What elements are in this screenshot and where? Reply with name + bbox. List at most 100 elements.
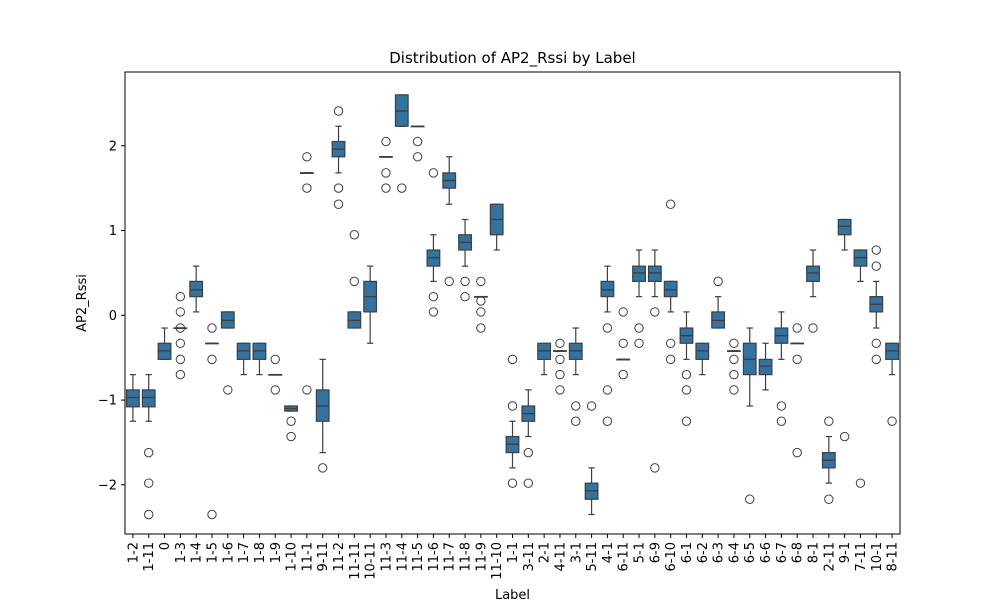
box-11-2 (331, 106, 346, 209)
outlier-point (460, 291, 470, 302)
x-tick-label: 2-1 (538, 542, 553, 563)
x-tick-label: 6-1 (680, 542, 695, 563)
x-tick-label: 9-11 (316, 542, 331, 572)
box-4-1 (600, 265, 615, 426)
x-tick-label: 4-11 (553, 542, 568, 572)
outlier-point (175, 291, 186, 302)
outlier-point (507, 478, 518, 488)
x-tick-label: 3-1 (569, 542, 584, 563)
outlier-point (871, 245, 881, 255)
box-3-1 (568, 327, 583, 426)
outlier-point (318, 463, 328, 473)
outlier-point (349, 230, 360, 240)
outlier-point (887, 416, 897, 426)
outlier-point (523, 478, 534, 488)
outlier-point (745, 494, 755, 504)
box-6-7 (774, 311, 789, 426)
box-6-6 (758, 342, 773, 391)
outlier-point (333, 183, 344, 193)
outlier-point (270, 354, 280, 365)
box-body (663, 280, 678, 298)
box-6-2 (695, 342, 710, 376)
outlier-point (286, 431, 296, 442)
x-tick-label: 10-1 (870, 542, 885, 572)
outlier-point (618, 307, 628, 317)
x-tick-label: 10-11 (364, 542, 379, 580)
outlier-point (175, 369, 186, 380)
x-tick-label: 11-1 (300, 542, 315, 572)
outlier-point (286, 416, 296, 426)
outlier-point (333, 199, 344, 209)
boxes-layer (125, 94, 900, 520)
x-tick-label: 6-6 (759, 542, 774, 563)
x-tick-label: 11-6 (427, 542, 442, 572)
box-body (837, 218, 852, 236)
x-tick-label: 6-2 (696, 542, 711, 563)
box-1-10 (284, 405, 298, 442)
x-axis: 1-2 1-11 0 1-3 1-4 1-5 1-6 1-7 1-8 1-9 1-10 11-1 9-1… (126, 534, 901, 580)
x-tick-label: 11-10 (490, 542, 505, 580)
box-9-1 (837, 218, 852, 442)
outlier-point (428, 291, 439, 302)
outlier-point (460, 276, 470, 287)
box-1-1 (505, 354, 520, 488)
box-1-4 (189, 265, 204, 313)
outlier-point (729, 385, 739, 395)
box-6-9 (647, 249, 662, 473)
outlier-point (144, 447, 154, 458)
outlier-point (871, 261, 881, 271)
box-body (647, 265, 662, 282)
box-11-5 (410, 125, 425, 162)
x-tick-label: 11-2 (332, 542, 347, 572)
x-tick-label: 1-11 (142, 542, 157, 572)
box-11-8 (458, 218, 472, 302)
outlier-point (634, 323, 644, 333)
outlier-point (871, 338, 881, 348)
x-axis-label: Label (495, 588, 530, 600)
outlier-point (523, 447, 534, 458)
box-11-10 (489, 203, 504, 251)
x-tick-label: 7-11 (854, 542, 869, 572)
box-10-1 (869, 245, 884, 365)
y-tick-label: 2 (109, 139, 117, 154)
x-tick-label: 0 (158, 542, 173, 550)
outlier-point (175, 354, 186, 365)
x-tick-label: 11-11 (348, 542, 363, 580)
box-4-11 (553, 338, 567, 395)
outlier-point (618, 369, 628, 380)
outlier-point (808, 323, 818, 333)
box-9-11 (315, 358, 330, 473)
outlier-point (555, 369, 565, 380)
outlier-point (144, 509, 154, 520)
box-body (758, 358, 773, 376)
box-6-1 (679, 311, 694, 426)
outlier-point (681, 385, 692, 395)
outlier-point (270, 385, 280, 395)
x-tick-label: 6-10 (664, 542, 679, 572)
outlier-point (207, 354, 217, 365)
y-tick-label: 1 (109, 224, 117, 239)
outlier-point (586, 401, 597, 411)
x-tick-label: 1-4 (190, 542, 205, 563)
x-tick-label: 11-3 (379, 542, 394, 572)
outlier-point (729, 338, 739, 348)
outlier-point (302, 183, 312, 193)
outlier-point (476, 296, 486, 306)
x-tick-label: 5-1 (633, 542, 648, 563)
box-6-3 (711, 276, 726, 329)
box-11-4 (394, 94, 409, 193)
outlier-point (476, 276, 486, 287)
outlier-point (665, 354, 676, 365)
box-8-11 (885, 342, 900, 426)
outlier-point (175, 338, 186, 348)
box-1-11 (141, 374, 156, 520)
outlier-point (792, 354, 802, 365)
box-10-11 (363, 265, 378, 344)
outlier-point (381, 168, 391, 178)
y-tick-label: 0 (109, 309, 117, 324)
x-tick-label: 9-1 (838, 542, 853, 563)
box-11-6 (426, 168, 441, 317)
outlier-point (602, 416, 613, 426)
box-5-11 (584, 401, 599, 516)
